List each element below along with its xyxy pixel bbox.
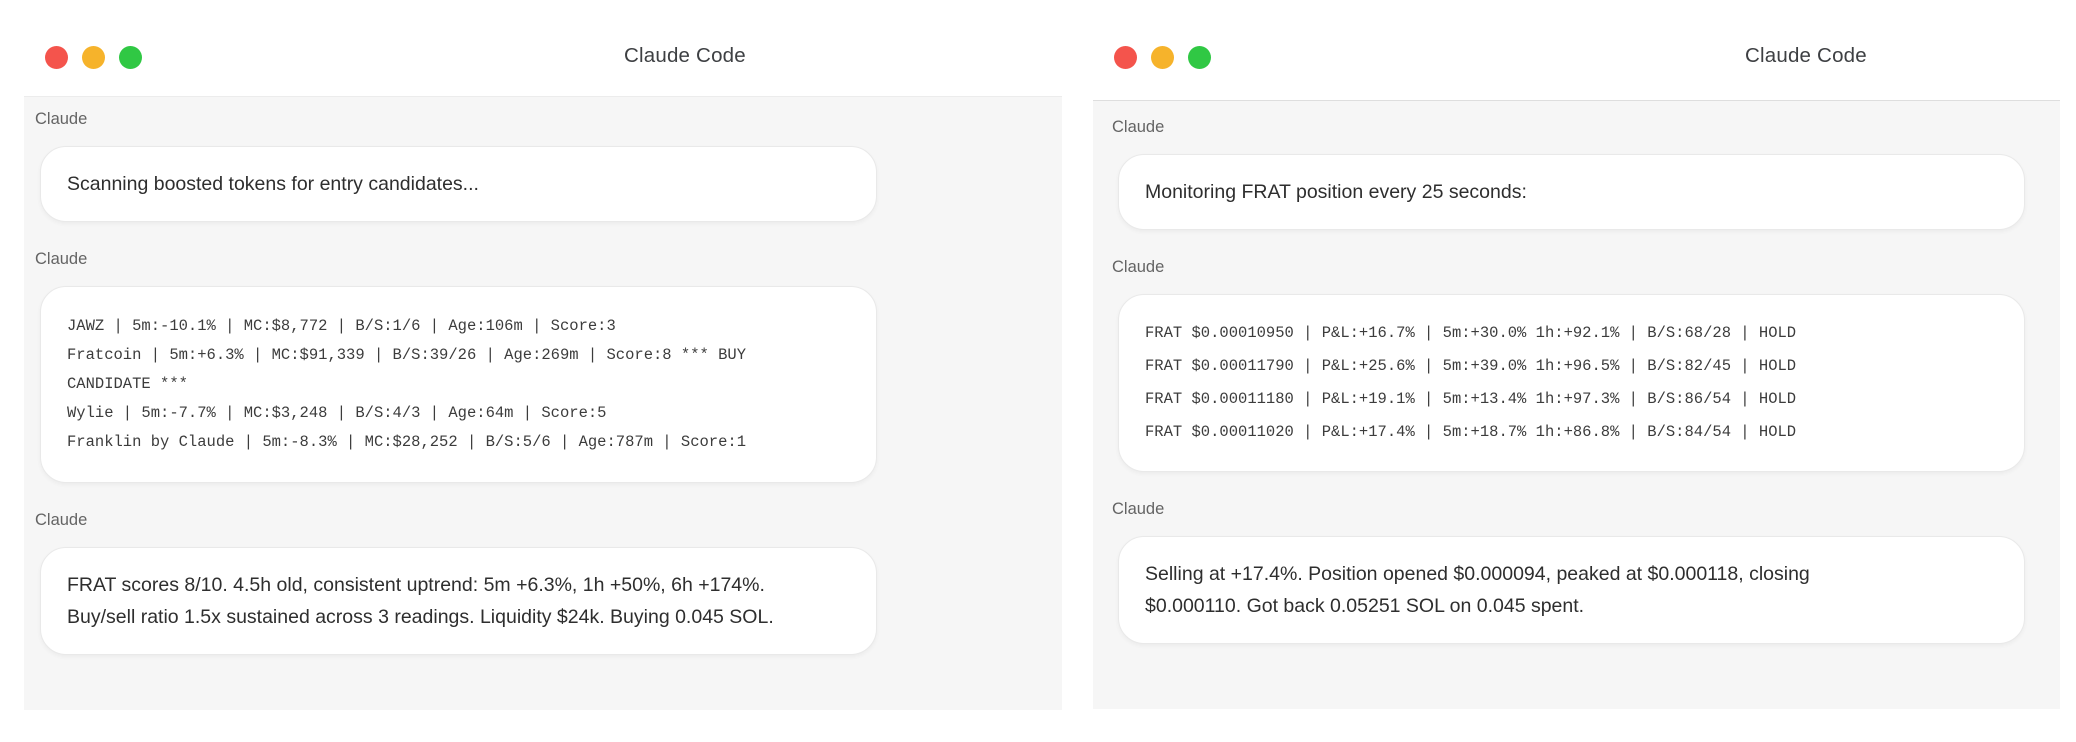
message-line: Buy/sell ratio 1.5x sustained across 3 r… — [67, 606, 774, 628]
message-line: Scanning boosted tokens for entry candid… — [67, 173, 479, 195]
window-title: Claude Code — [624, 44, 746, 67]
message-bubble: JAWZ | 5m:-10.1% | MC:$8,772 | B/S:1/6 |… — [40, 286, 877, 483]
message-bubble: FRAT $0.00010950 | P&L:+16.7% | 5m:+30.0… — [1118, 294, 2025, 472]
claude-code-window-scanner: Claude Code Claude Scanning boosted toke… — [24, 0, 1062, 710]
message-line: JAWZ | 5m:-10.1% | MC:$8,772 | B/S:1/6 |… — [67, 317, 616, 335]
message-sender: Claude — [35, 110, 88, 128]
message-line: Franklin by Claude | 5m:-8.3% | MC:$28,2… — [67, 433, 747, 451]
chat-message: Claude Monitoring FRAT position every 25… — [1112, 117, 2060, 230]
chat-message: Claude FRAT scores 8/10. 4.5h old, consi… — [35, 510, 1062, 655]
message-sender: Claude — [1112, 258, 1165, 276]
zoom-button[interactable] — [119, 46, 142, 69]
chat-message: Claude FRAT $0.00010950 | P&L:+16.7% | 5… — [1112, 257, 2060, 472]
minimize-button[interactable] — [82, 46, 105, 69]
zoom-button[interactable] — [1188, 46, 1211, 69]
message-sender: Claude — [1112, 118, 1165, 136]
message-bubble: Selling at +17.4%. Position opened $0.00… — [1118, 536, 2025, 644]
message-bubble: Monitoring FRAT position every 25 second… — [1118, 154, 2025, 230]
message-line: Wylie | 5m:-7.7% | MC:$3,248 | B/S:4/3 |… — [67, 404, 607, 422]
traffic-lights — [45, 46, 142, 69]
message-bubble: Scanning boosted tokens for entry candid… — [40, 146, 877, 222]
chat-area: Claude Scanning boosted tokens for entry… — [24, 96, 1062, 710]
minimize-button[interactable] — [1151, 46, 1174, 69]
message-line: $0.000110. Got back 0.05251 SOL on 0.045… — [1145, 595, 1585, 617]
chat-area: Claude Monitoring FRAT position every 25… — [1093, 100, 2060, 709]
message-line: Selling at +17.4%. Position opened $0.00… — [1145, 563, 1810, 585]
window-titlebar[interactable]: Claude Code — [1093, 0, 2060, 100]
message-line: FRAT scores 8/10. 4.5h old, consistent u… — [67, 574, 765, 596]
window-title: Claude Code — [1745, 44, 1867, 67]
traffic-lights — [1114, 46, 1211, 69]
message-sender: Claude — [35, 250, 88, 268]
message-line: FRAT $0.00010950 | P&L:+16.7% | 5m:+30.0… — [1145, 324, 1797, 342]
message-line: FRAT $0.00011180 | P&L:+19.1% | 5m:+13.4… — [1145, 390, 1797, 408]
chat-message: Claude Selling at +17.4%. Position opene… — [1112, 499, 2060, 644]
message-line: Fratcoin | 5m:+6.3% | MC:$91,339 | B/S:3… — [67, 346, 747, 364]
chat-message: Claude JAWZ | 5m:-10.1% | MC:$8,772 | B/… — [35, 249, 1062, 483]
message-sender: Claude — [1112, 500, 1165, 518]
message-line: FRAT $0.00011790 | P&L:+25.6% | 5m:+39.0… — [1145, 357, 1797, 375]
close-button[interactable] — [1114, 46, 1137, 69]
chat-message: Claude Scanning boosted tokens for entry… — [35, 109, 1062, 222]
message-line: CANDIDATE *** — [67, 375, 188, 393]
window-titlebar[interactable]: Claude Code — [24, 0, 1062, 96]
message-line: Monitoring FRAT position every 25 second… — [1145, 181, 1527, 203]
message-bubble: FRAT scores 8/10. 4.5h old, consistent u… — [40, 547, 877, 655]
claude-code-window-monitor: Claude Code Claude Monitoring FRAT posit… — [1093, 0, 2060, 709]
close-button[interactable] — [45, 46, 68, 69]
message-line: FRAT $0.00011020 | P&L:+17.4% | 5m:+18.7… — [1145, 423, 1797, 441]
message-sender: Claude — [35, 511, 88, 529]
